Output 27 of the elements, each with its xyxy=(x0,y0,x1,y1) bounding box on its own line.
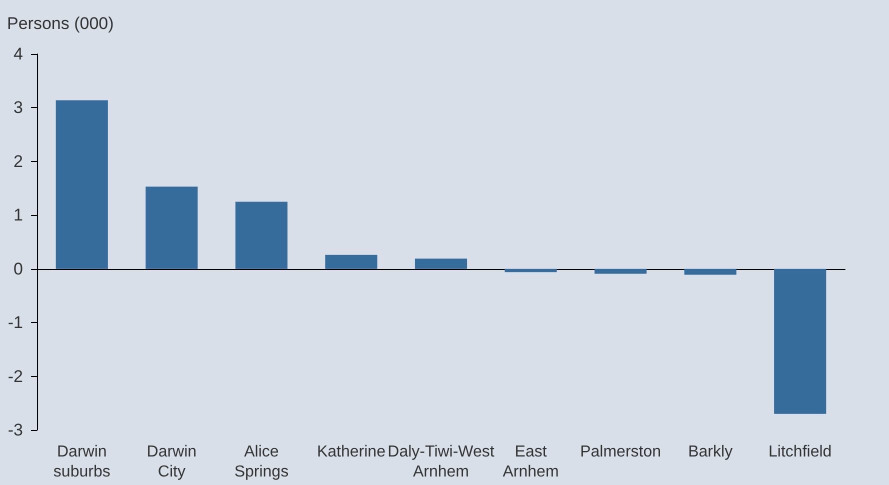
x-tick-label: Daly-Tiwi-West Arnhem xyxy=(388,444,495,480)
bar xyxy=(414,258,468,269)
bar xyxy=(56,100,108,269)
x-tick-label: Katherine xyxy=(316,444,386,460)
bar xyxy=(774,268,826,414)
bar xyxy=(684,268,736,275)
bar xyxy=(504,268,557,272)
bar xyxy=(594,268,647,274)
x-tick-label: East Arnhem xyxy=(502,444,559,480)
bar xyxy=(235,202,288,269)
x-tick-label: Alice Springs xyxy=(234,444,289,480)
bar xyxy=(146,186,198,269)
x-tick-label: Palmerston xyxy=(580,444,662,460)
bar xyxy=(325,254,378,269)
y-tick-label: -3 xyxy=(8,420,23,440)
y-tick-label: -2 xyxy=(8,366,23,386)
y-tick-label: 4 xyxy=(14,44,23,64)
y-tick-label: 1 xyxy=(14,206,23,225)
y-tick-label: -1 xyxy=(8,313,23,332)
x-tick-label: Barkly xyxy=(688,444,733,460)
y-tick-label: 3 xyxy=(14,98,23,118)
y-axis-title: Persons (000) xyxy=(7,14,114,33)
x-tick-label: Darwin City xyxy=(146,444,197,480)
x-tick-label: Darwin suburbs xyxy=(53,444,110,480)
y-tick-label: 2 xyxy=(14,152,23,171)
y-tick-label: 0 xyxy=(14,259,23,278)
x-tick-label: Litchfield xyxy=(768,444,832,460)
